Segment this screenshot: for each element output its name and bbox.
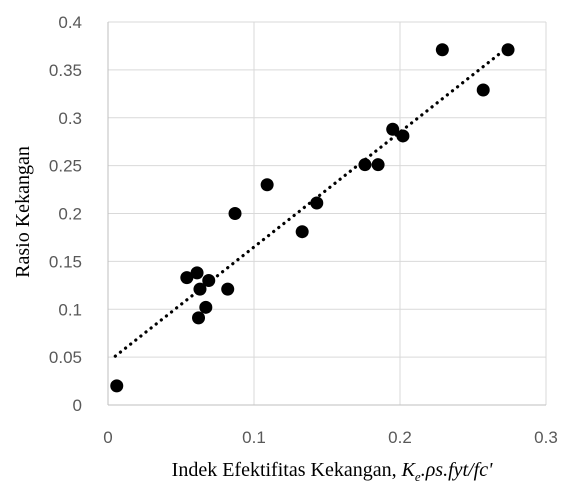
data-point — [358, 158, 372, 172]
x-tick-label: 0.2 — [388, 428, 412, 447]
data-point — [396, 129, 410, 143]
y-tick-label: 0.1 — [58, 300, 82, 319]
y-tick-label: 0.15 — [49, 252, 82, 271]
x-axis-title: Indek Efektifitas Kekangan, Ke.ρs.fyt/fc… — [172, 459, 493, 484]
trendline — [113, 44, 512, 358]
y-tick-label: 0.25 — [49, 157, 82, 176]
x-tick-label: 0.1 — [242, 428, 266, 447]
x-axis-title-subscript: e — [415, 469, 421, 484]
x-tick-label: 0.3 — [534, 428, 558, 447]
y-axis-title: Rasio Kekangan — [12, 146, 34, 278]
trendline-path — [113, 44, 512, 358]
data-point — [295, 225, 309, 239]
x-axis-title-symbol: K — [401, 459, 417, 481]
data-point — [190, 266, 204, 280]
data-point — [193, 282, 207, 296]
data-point — [501, 43, 515, 57]
y-tick-label: 0 — [73, 396, 82, 415]
data-points — [110, 43, 515, 393]
x-axis-title-prefix: Indek Efektifitas Kekangan, — [172, 459, 402, 481]
x-tick-label: 0 — [103, 428, 112, 447]
data-point — [476, 83, 490, 97]
x-tick-labels: 0 0.1 0.2 0.3 — [103, 428, 558, 447]
data-point — [435, 43, 449, 57]
y-tick-label: 0.3 — [58, 109, 82, 128]
data-point — [180, 271, 194, 285]
data-point — [202, 274, 216, 288]
data-point — [386, 122, 400, 136]
data-point — [110, 379, 124, 393]
y-tick-label: 0.4 — [58, 13, 82, 32]
y-tick-label: 0.05 — [49, 348, 82, 367]
y-tick-labels: 0 0.05 0.1 0.15 0.2 0.25 0.3 0.35 0.4 — [49, 13, 82, 415]
y-tick-label: 0.35 — [49, 61, 82, 80]
x-axis-title-suffix: .ρs.fyt/fc' — [421, 459, 493, 481]
grid-lines — [108, 21, 547, 405]
data-point — [371, 158, 385, 172]
data-point — [228, 207, 242, 220]
axes — [107, 22, 546, 406]
y-tick-label: 0.2 — [58, 205, 82, 224]
data-point — [221, 282, 235, 296]
data-point — [199, 300, 213, 314]
data-point — [260, 178, 274, 192]
data-point — [192, 311, 206, 325]
data-point — [310, 196, 324, 210]
